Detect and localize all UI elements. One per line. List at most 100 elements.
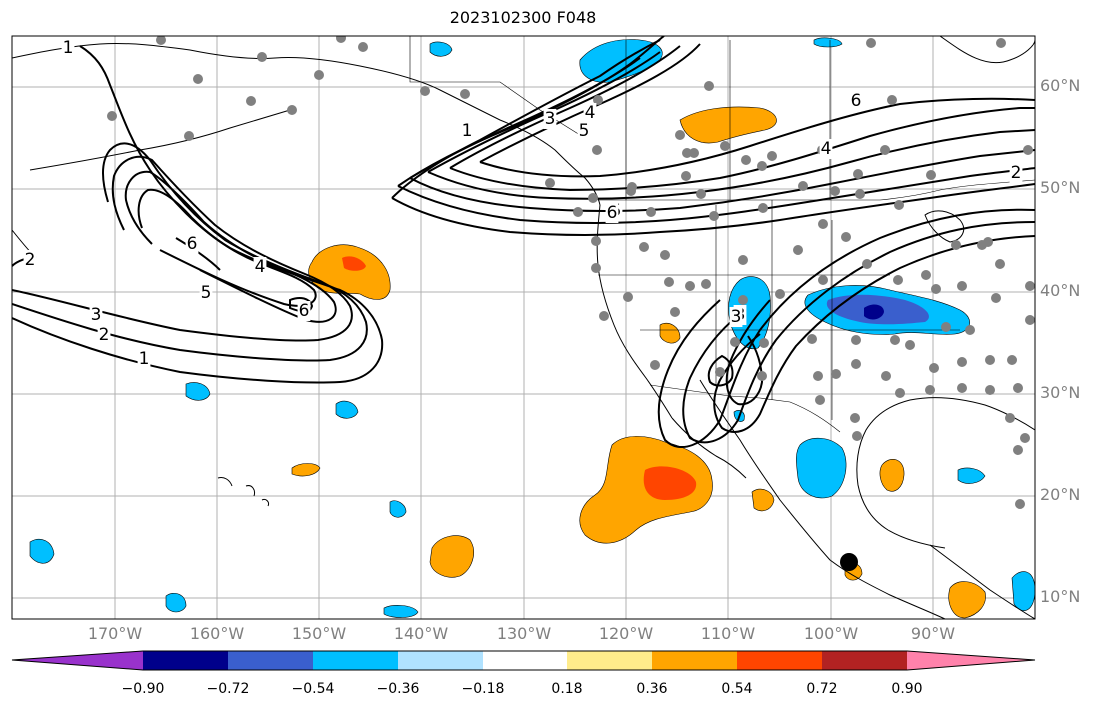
contour-label: 4 (821, 139, 832, 159)
contour-label-backing (137, 349, 151, 369)
contour-label: 6 (299, 301, 310, 321)
colorbar-tick-label: −0.18 (461, 681, 505, 697)
baja-peninsula (671, 417, 747, 479)
lat-label: 60°N (1040, 76, 1081, 95)
blue-blob-pacific-5 (389, 500, 407, 518)
contour-label-backing (89, 305, 103, 325)
highlight-marker (840, 553, 858, 571)
station-dots (107, 36, 1035, 509)
colorbar-tick-label: 0.90 (891, 681, 923, 697)
lon-label: 150°W (291, 624, 347, 643)
trough-contour-2 (682, 221, 1035, 444)
contour-label-backing (819, 139, 833, 159)
contour-label: 2 (25, 250, 36, 270)
contour-label-backing (297, 301, 311, 321)
borders (409, 36, 1035, 433)
pacific-contour-1 (12, 45, 384, 384)
jet-contour-1 (391, 39, 661, 199)
contour-label-backing (605, 203, 619, 223)
contour-label: 3 (731, 307, 742, 327)
mexico-west-coast (699, 379, 946, 619)
coastlines (12, 36, 1035, 619)
lon-label: 110°W (700, 624, 756, 643)
colorbar-tick-label: −0.72 (206, 681, 250, 697)
contour-label-backing (199, 283, 213, 303)
colorbar-bin (483, 651, 567, 670)
colorbar-bin (737, 651, 822, 670)
great-lakes (924, 210, 965, 243)
colorbar-bin (228, 651, 313, 670)
lat-label: 40°N (1040, 281, 1081, 300)
orange-blob-mexico-coast (751, 488, 775, 512)
hudson-bay (939, 36, 1035, 64)
jet-contour-2 (391, 183, 1035, 236)
contour-label: 5 (201, 283, 212, 303)
contour-label: 4 (255, 257, 266, 277)
orange-blob-south (429, 535, 474, 578)
blue-blob-pacific-4 (165, 593, 187, 613)
contour-label-backing (1009, 163, 1023, 183)
contour-label: 6 (607, 203, 618, 223)
contour-label-backing (729, 307, 743, 327)
lat-label: 50°N (1040, 178, 1081, 197)
contour-label: 2 (1011, 163, 1022, 183)
jet-contour-4 (397, 167, 1035, 224)
lon-label: 130°W (496, 624, 552, 643)
orange-blob-small-1 (291, 463, 321, 477)
us-canada-border (598, 179, 1035, 201)
colorbar-bin (313, 651, 398, 670)
lon-label: 140°W (393, 624, 449, 643)
aleutian-chain (29, 109, 291, 171)
contour-label: 3 (545, 109, 556, 129)
colorbar-bin (652, 651, 737, 670)
trough-contour-4 (725, 299, 771, 406)
jet-contour-9 (449, 45, 681, 169)
lat-label: 10°N (1040, 587, 1081, 606)
contour-label-backing (460, 121, 474, 141)
orange-blob-caribbean (948, 581, 986, 619)
contour-label-backing (577, 121, 591, 141)
blue-blob-pacific-3 (29, 539, 55, 564)
contour-label: 2 (99, 325, 110, 345)
trough-contour-3 (713, 235, 1035, 433)
colorbar-tick-label: −0.54 (291, 681, 335, 697)
pacific-contour-3 (12, 155, 353, 342)
contour-label-backing (23, 250, 37, 270)
lon-label: 90°W (910, 624, 956, 643)
colorbar-tick-label: 0.54 (721, 681, 753, 697)
gulf-coast (856, 397, 1035, 549)
us-mexico-border (649, 384, 841, 433)
jet-contour-10 (449, 107, 1035, 192)
contour-label-backing (61, 38, 75, 58)
west-coast-us (596, 204, 673, 419)
blue-blob-mexico (796, 437, 847, 499)
orange-blob-small-2 (659, 322, 681, 344)
colorbar-tick-label: −0.90 (121, 681, 165, 697)
contour-label: 5 (579, 121, 590, 141)
colorbar-tick-label: 0.18 (551, 681, 583, 697)
contour-labels: 1 2 3 4 5 6 6 5 4 3 2 1 1 3 4 5 6 6 2 3 (23, 38, 1023, 369)
blue-blob-gulf (957, 467, 986, 484)
jet-contour-6 (409, 149, 1035, 212)
jet-contour-12 (479, 97, 1035, 178)
navy-core-central-us (864, 304, 884, 320)
colorbar (11, 650, 1036, 671)
orange-blob-north-pacific (308, 244, 391, 300)
colorbar-bin (398, 651, 483, 670)
lon-label: 120°W (598, 624, 654, 643)
colorbar-tick-label: 0.36 (636, 681, 668, 697)
pacific-contour-2 (12, 142, 368, 362)
colorbar-tick-label: 0.72 (806, 681, 838, 697)
lon-label: 160°W (189, 624, 245, 643)
colorbar-min-triangle (12, 651, 143, 670)
contour-label-backing (185, 234, 199, 254)
lat-label: 20°N (1040, 485, 1081, 504)
hawaii (217, 477, 269, 507)
red-core-north-pacific (342, 256, 366, 271)
alaska-coast (12, 42, 601, 206)
contour-label-backing (543, 109, 557, 129)
lon-label: 100°W (803, 624, 859, 643)
blue-blob-pacific-2 (185, 382, 211, 401)
contour-label: 3 (91, 305, 102, 325)
contour-label-backing (97, 325, 111, 345)
